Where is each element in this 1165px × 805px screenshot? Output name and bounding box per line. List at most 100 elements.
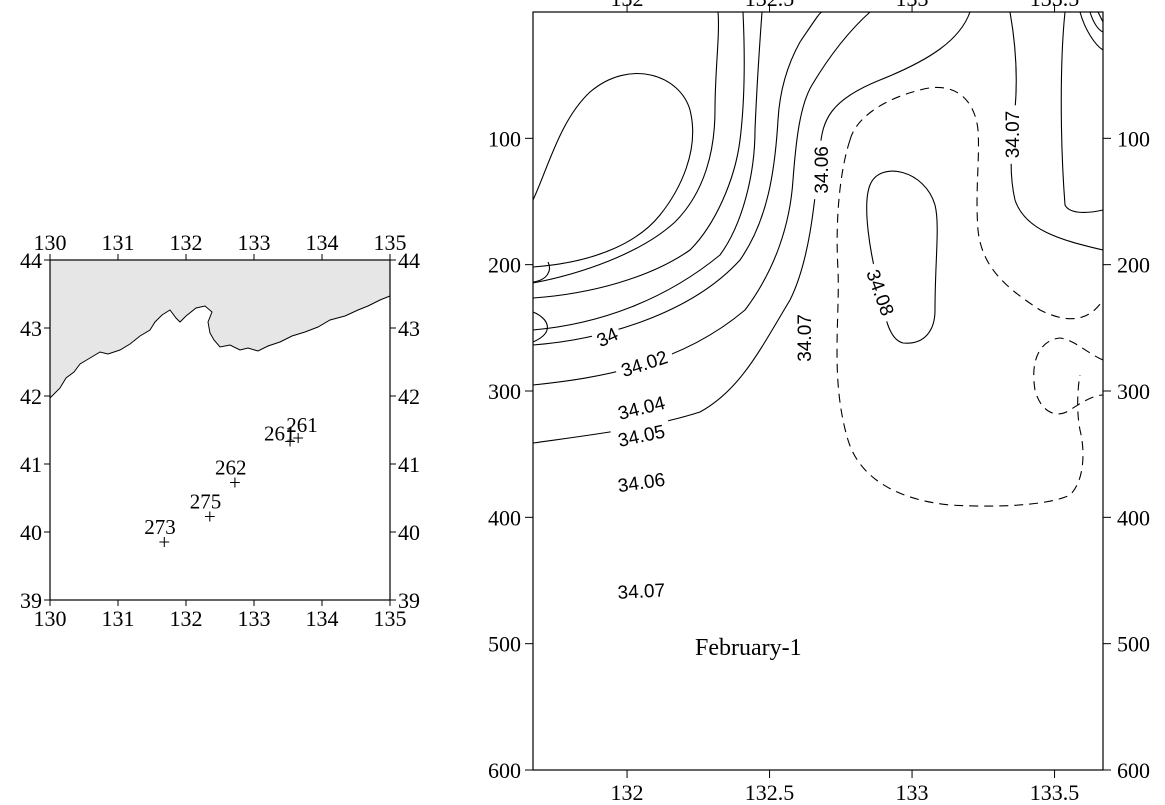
map-y-tick-label: 44 bbox=[20, 248, 42, 273]
contour-label: 34.02 bbox=[612, 342, 676, 382]
map-y-tick-label: 43 bbox=[398, 316, 420, 341]
map-x-tick-label: 133 bbox=[238, 230, 271, 255]
map-x-tick-label: 131 bbox=[102, 230, 135, 255]
contour-label: 34 bbox=[589, 320, 624, 352]
contour-label-text: 34.07 bbox=[1003, 111, 1024, 159]
station-marker: + bbox=[284, 430, 296, 454]
contour-label-bg bbox=[808, 140, 831, 200]
station-marker: + bbox=[158, 530, 170, 554]
map-x-tick-label: 135 bbox=[374, 606, 407, 631]
map-y-tick-label: 39 bbox=[398, 588, 420, 613]
map-x-tick-label: 132 bbox=[170, 606, 203, 631]
contour-label-text: 34.06 bbox=[812, 146, 833, 194]
plot-y-tick-label: 400 bbox=[1117, 505, 1150, 530]
map-y-tick-label: 41 bbox=[398, 452, 420, 477]
station-label: 273 bbox=[144, 515, 176, 539]
contour-line bbox=[1079, 11, 1104, 51]
map-x-tick-label: 130 bbox=[34, 606, 67, 631]
map-stations: +261+261+262+275+273 bbox=[144, 413, 317, 554]
contour-line bbox=[1089, 11, 1104, 33]
plot-ticks: 132 132 132.5 132.5 133 133 133.5 133.5 100 100 20… bbox=[488, 0, 1150, 805]
contour-lines bbox=[532, 11, 1104, 444]
contour-label: 34.07 bbox=[611, 577, 672, 604]
contour-label-text: 34.07 bbox=[795, 314, 816, 362]
map-y-tick-label: 42 bbox=[20, 384, 42, 409]
contour-label: 34.07 bbox=[999, 105, 1024, 164]
station-marker: + bbox=[229, 470, 241, 494]
contour-line bbox=[1060, 11, 1104, 213]
plot-x-tick-label: 133 bbox=[896, 780, 929, 805]
contour-labels: 3434.0234.0434.0534.0634.0734.0634.0734.… bbox=[589, 105, 1024, 604]
map-y-tick-label: 42 bbox=[398, 384, 420, 409]
contour-label: 34.06 bbox=[610, 466, 672, 497]
plot-y-tick-label: 600 bbox=[1117, 758, 1150, 783]
contour-line bbox=[532, 11, 823, 346]
plot-y-tick-label: 200 bbox=[1117, 253, 1150, 278]
map-x-tick-label: 135 bbox=[374, 230, 407, 255]
contour-label-bg bbox=[610, 417, 672, 452]
plot-x-tick-label: 133.5 bbox=[1030, 780, 1080, 805]
station-label: 261 bbox=[286, 413, 318, 437]
plot-y-tick-label: 500 bbox=[1117, 632, 1150, 657]
plot-y-tick-label: 200 bbox=[488, 253, 521, 278]
plot-y-tick-label: 100 bbox=[1117, 126, 1150, 151]
contour-label-text: 34.05 bbox=[616, 421, 667, 451]
contour-line bbox=[532, 73, 694, 268]
map-x-tick-label: 134 bbox=[306, 606, 339, 631]
dashed-contours bbox=[836, 86, 1104, 507]
contour-plot: 132 132 132.5 132.5 133 133 133.5 133.5 100 100 20… bbox=[488, 0, 1150, 805]
map-frame bbox=[49, 259, 391, 601]
map-y-tick-label: 40 bbox=[20, 520, 42, 545]
contour-line bbox=[532, 311, 548, 343]
station-label: 275 bbox=[190, 489, 222, 513]
map-x-tick-label: 132 bbox=[170, 230, 203, 255]
map-y-tick-label: 39 bbox=[20, 588, 42, 613]
contour-label-bg bbox=[791, 308, 814, 368]
land-area bbox=[49, 259, 391, 400]
contour-line bbox=[849, 86, 1104, 320]
contour-line bbox=[532, 11, 763, 331]
plot-y-tick-label: 400 bbox=[488, 505, 521, 530]
plot-x-tick-label: 132.5 bbox=[745, 0, 795, 11]
contour-line bbox=[1009, 11, 1104, 251]
map-y-tick-label: 41 bbox=[20, 452, 42, 477]
map-y-tick-label: 44 bbox=[398, 248, 420, 273]
contour-line bbox=[836, 139, 1084, 507]
contour-line bbox=[532, 11, 971, 444]
plot-y-tick-label: 500 bbox=[488, 632, 521, 657]
contour-label: 34.06 bbox=[808, 140, 833, 200]
contour-line bbox=[532, 11, 745, 299]
contour-label: 34.08 bbox=[861, 260, 902, 324]
contour-label-bg bbox=[611, 577, 672, 603]
contour-line bbox=[532, 261, 551, 283]
plot-y-tick-label: 100 bbox=[488, 126, 521, 151]
contour-line bbox=[1033, 337, 1104, 415]
contour-label-bg bbox=[589, 320, 624, 352]
plot-y-tick-label: 300 bbox=[1117, 379, 1150, 404]
plot-x-tick-label: 132.5 bbox=[745, 780, 795, 805]
map-x-tick-label: 130 bbox=[34, 230, 67, 255]
map-x-tick-label: 131 bbox=[102, 606, 135, 631]
contour-line bbox=[1097, 11, 1104, 23]
contour-label: 34.07 bbox=[791, 308, 816, 368]
contour-label-bg bbox=[610, 388, 673, 425]
contour-label-bg bbox=[999, 105, 1022, 164]
plot-x-tick-label: 133.5 bbox=[1030, 0, 1080, 11]
map-y-tick-label: 40 bbox=[398, 520, 420, 545]
station-label: 261 bbox=[264, 422, 296, 446]
contour-label-bg bbox=[610, 466, 672, 496]
contour-label-text: 34.07 bbox=[617, 580, 666, 603]
plot-y-tick-label: 300 bbox=[488, 379, 521, 404]
plot-y-tick-label: 600 bbox=[488, 758, 521, 783]
map-y-tick-label: 43 bbox=[20, 316, 42, 341]
contour-line bbox=[532, 11, 720, 284]
map-x-tick-label: 134 bbox=[306, 230, 339, 255]
plot-x-tick-label: 133 bbox=[896, 0, 929, 11]
contour-label-bg bbox=[612, 342, 676, 382]
station-label: 262 bbox=[215, 455, 247, 479]
plot-x-tick-label: 132 bbox=[611, 780, 644, 805]
map-x-tick-label: 133 bbox=[238, 606, 271, 631]
